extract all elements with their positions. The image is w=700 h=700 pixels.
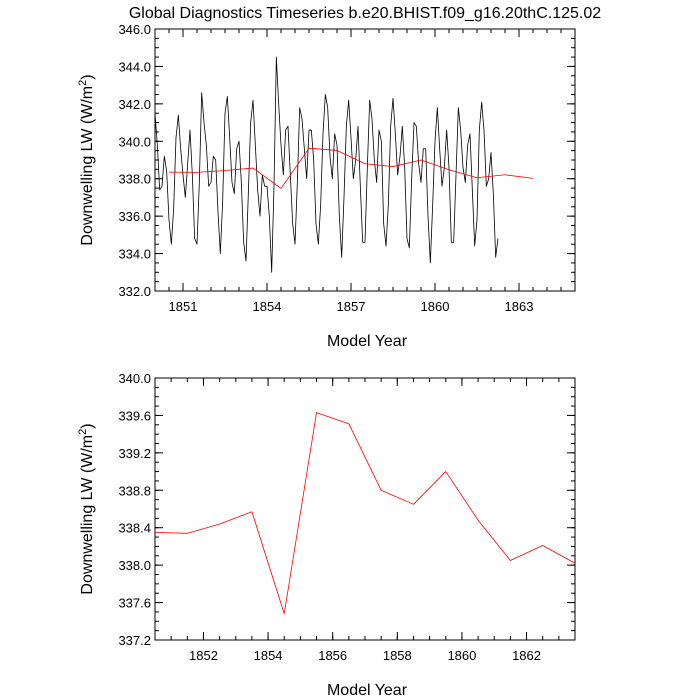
- y-tick-label: 338.8: [118, 483, 151, 498]
- y-tick-label: 339.2: [118, 446, 151, 461]
- y-tick-label: 340.0: [118, 371, 151, 386]
- annual-mean-series-line: [168, 147, 534, 189]
- top-x-axis-title: Model Year: [327, 333, 408, 350]
- y-tick-label: 340.0: [118, 134, 151, 149]
- bottom-plot-frame: [154, 377, 576, 641]
- y-tick-label: 338.0: [118, 558, 151, 573]
- bottom-x-axis: 1852 1854 1856 1858 1860 1862: [154, 378, 576, 663]
- annual-mean-series-line: [154, 412, 576, 615]
- x-tick-label: 1854: [254, 648, 283, 663]
- bottom-x-axis-title: Model Year: [327, 682, 408, 699]
- top-plot-frame: [154, 28, 576, 292]
- bottom-series-group: [154, 412, 576, 615]
- top-y-axis-title: Downwelling LW (W/m2): [77, 74, 96, 245]
- y-tick-label: 342.0: [118, 97, 151, 112]
- x-tick-label: 1863: [505, 299, 534, 314]
- x-tick-label: 1860: [447, 648, 476, 663]
- x-tick-label: 1856: [318, 648, 347, 663]
- y-tick-label: 338.4: [118, 521, 151, 536]
- monthly-series-line: [154, 56, 499, 273]
- y-tick-label: 336.0: [118, 209, 151, 224]
- top-y-axis: 332.0 334.0 336.0 338.0 340.0 342.0 344.0 346.0: [118, 22, 575, 299]
- y-tick-label: 339.6: [118, 408, 151, 423]
- y-tick-label: 337.6: [118, 596, 151, 611]
- bottom-y-axis: 337.2 337.6 338.0 338.4 338.8 339.2 339.6 340.0: [118, 371, 575, 648]
- y-tick-label: 337.2: [118, 633, 151, 648]
- bottom-plot-panel: 1852 1854 1856 1858 1860 1862 337.2 337.6 338.0…: [77, 371, 576, 699]
- x-tick-label: 1858: [383, 648, 412, 663]
- y-tick-label: 332.0: [118, 284, 151, 299]
- bottom-y-axis-title: Downwelling LW (W/m2): [77, 423, 96, 594]
- y-tick-label: 344.0: [118, 59, 151, 74]
- chart-title: Global Diagnostics Timeseries b.e20.BHIS…: [129, 5, 601, 22]
- y-tick-label: 346.0: [118, 22, 151, 37]
- top-series-group: [154, 56, 534, 273]
- x-tick-label: 1854: [253, 299, 282, 314]
- y-tick-label: 334.0: [118, 247, 151, 262]
- x-tick-label: 1852: [189, 648, 218, 663]
- x-tick-label: 1857: [337, 299, 366, 314]
- top-plot-panel: 1851 1854 1857 1860 1863 332.0 334.0 336.0 338.…: [77, 22, 576, 350]
- x-tick-label: 1862: [512, 648, 541, 663]
- x-tick-label: 1860: [421, 299, 450, 314]
- y-tick-label: 338.0: [118, 172, 151, 187]
- x-tick-label: 1851: [169, 299, 198, 314]
- top-x-axis: 1851 1854 1857 1860 1863: [154, 29, 576, 314]
